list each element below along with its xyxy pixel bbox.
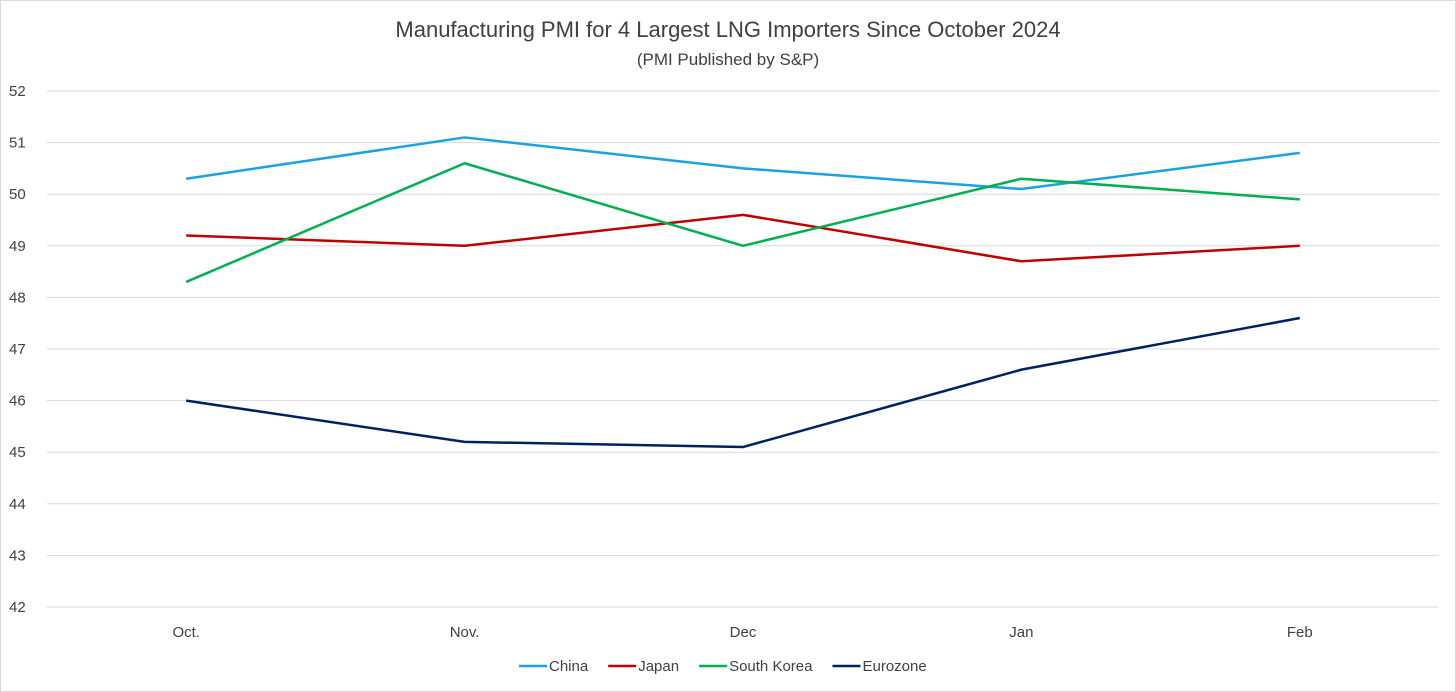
x-tick-label: Dec [730,624,757,641]
legend-item-japan: Japan [608,658,679,675]
legend-item-eurozone: Eurozone [832,658,927,675]
y-tick-label: 44 [9,496,26,513]
y-tick-label: 46 [9,393,26,410]
gridlines [47,90,1439,608]
y-tick-label: 49 [9,238,26,255]
chart-subtitle: (PMI Published by S&P) [637,50,819,69]
series-line-japan [186,213,1300,263]
y-tick-label: 52 [9,83,26,100]
legend-label: Eurozone [862,658,926,675]
series-line-south-korea [185,161,1300,284]
legend-label: China [549,658,589,675]
y-tick-label: 51 [9,135,26,152]
y-tick-label: 47 [9,341,26,358]
x-axis-ticks: Oct. Nov. Dec Jan Feb [172,624,1312,641]
chart-title: Manufacturing PMI for 4 Largest LNG Impo… [395,17,1060,42]
y-tick-label: 42 [9,599,26,616]
x-tick-label: Feb [1287,624,1313,641]
legend: China Japan South Korea Eurozone [519,658,927,675]
legend-item-south-korea: South Korea [699,658,813,675]
y-tick-label: 48 [9,289,26,306]
y-axis-ticks: 42 43 44 45 46 47 48 49 50 51 52 [9,83,26,616]
legend-label: Japan [638,658,679,675]
y-tick-label: 50 [9,186,26,203]
series-line-china [186,136,1300,191]
series-lines [185,136,1301,449]
series-line-eurozone [186,316,1301,449]
x-tick-label: Jan [1009,624,1033,641]
y-tick-label: 45 [9,444,26,461]
legend-label: South Korea [729,658,813,675]
x-tick-label: Nov. [450,624,480,641]
legend-item-china: China [519,658,589,675]
y-tick-label: 43 [9,547,26,564]
x-tick-label: Oct. [172,624,200,641]
